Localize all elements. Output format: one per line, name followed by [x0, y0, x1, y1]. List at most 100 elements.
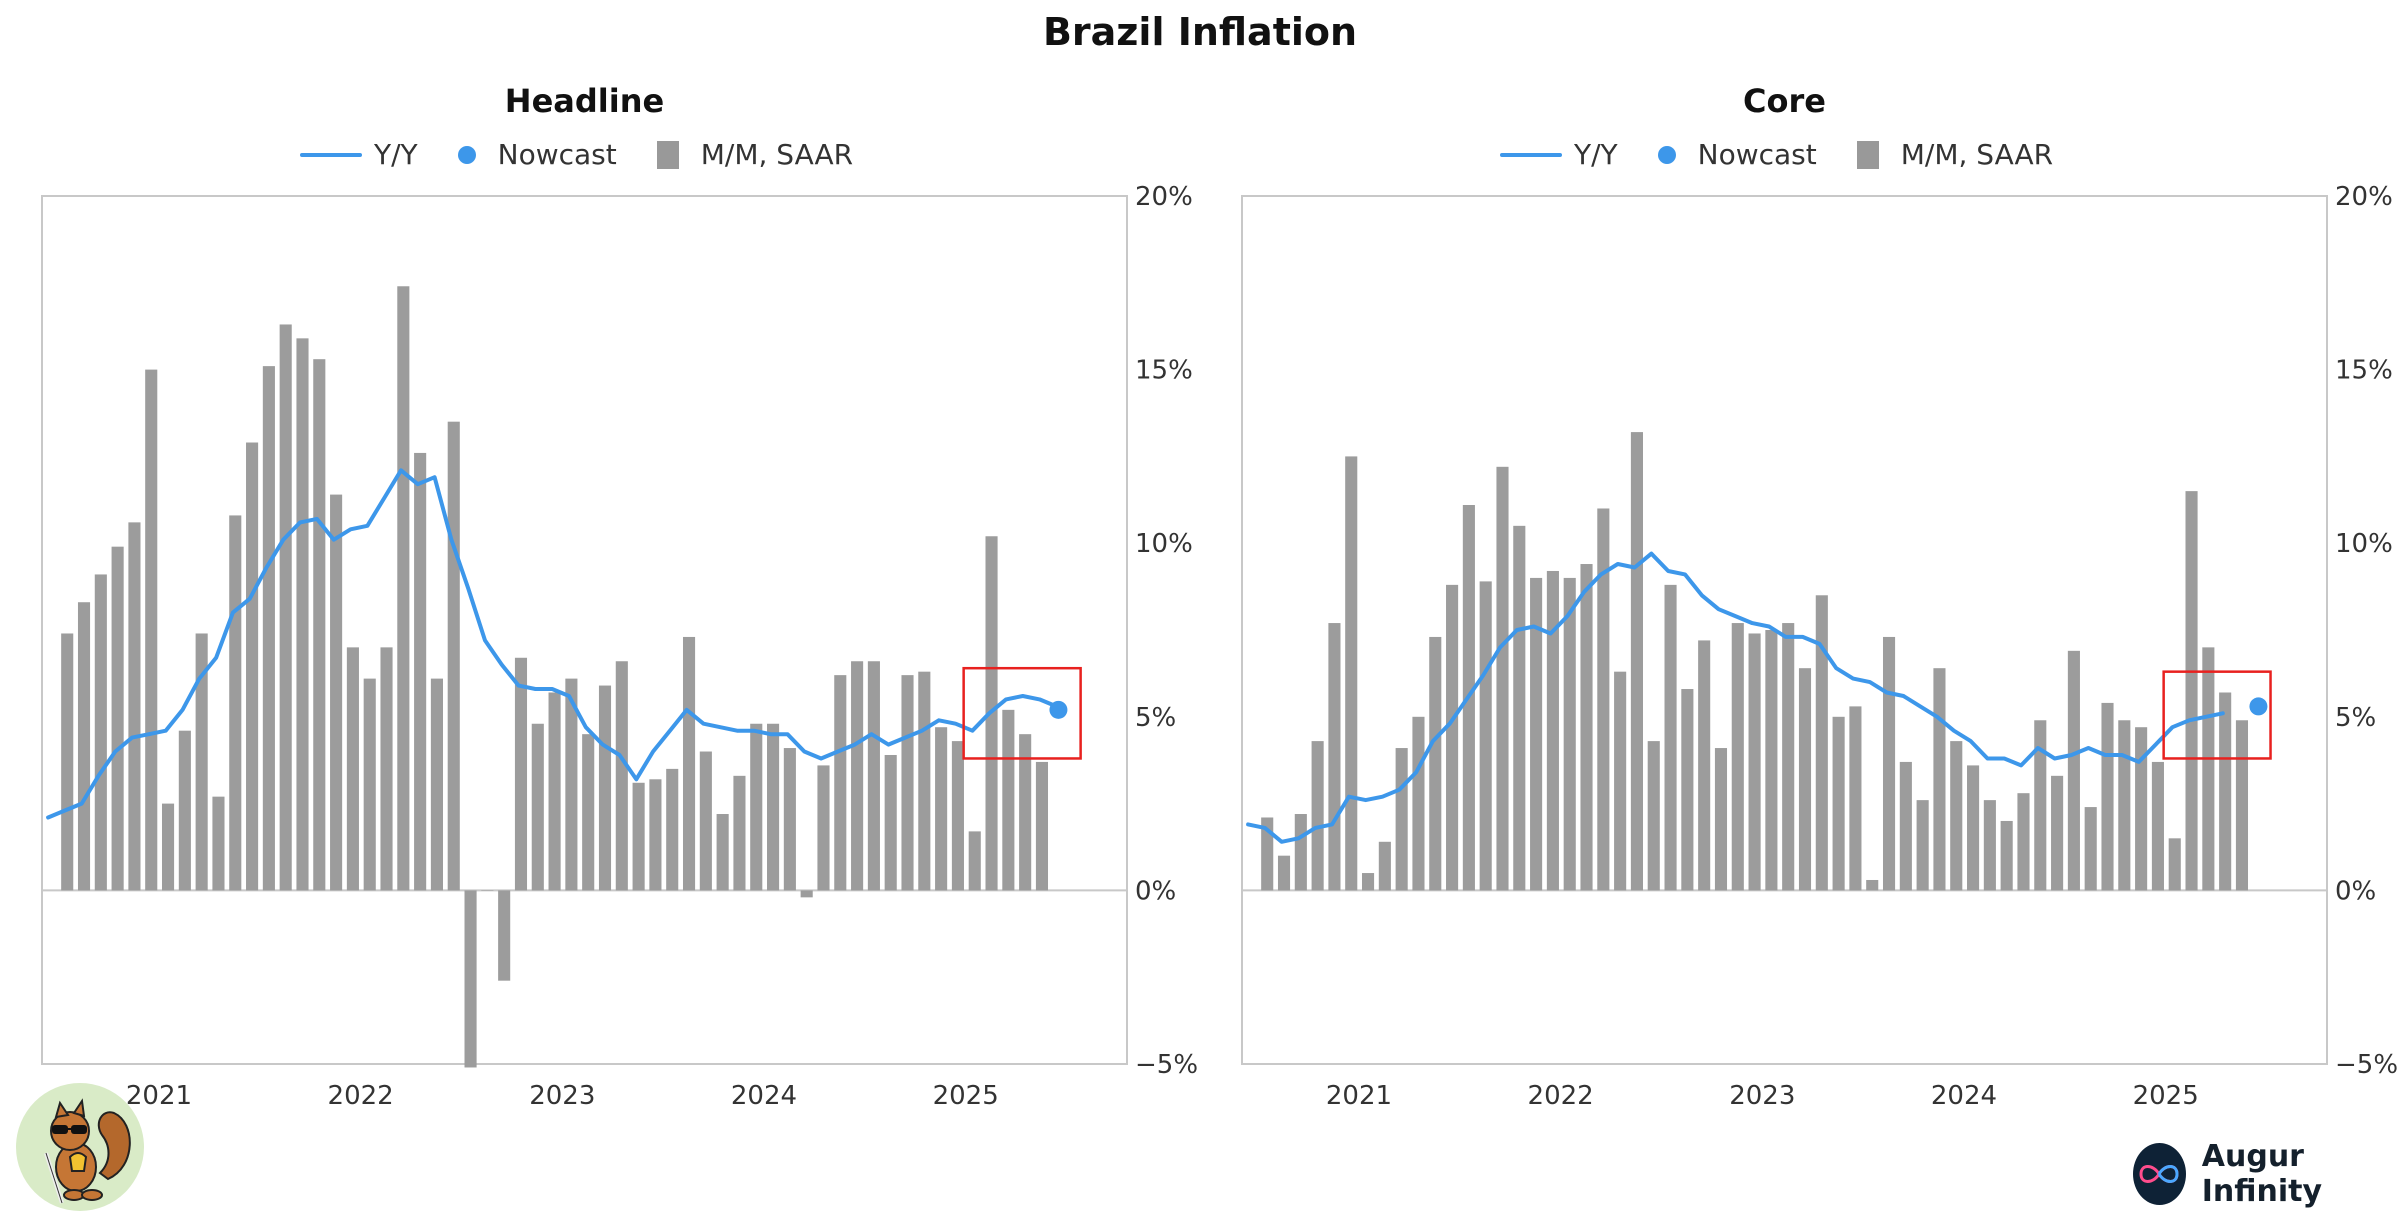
- bar-mm-saar: [1328, 623, 1341, 891]
- bar-mm-saar: [2000, 820, 2013, 891]
- bar-mm-saar: [1899, 761, 1912, 891]
- x-tick-label: 2023: [1729, 1081, 1795, 1111]
- bar-mm-saar: [918, 671, 931, 891]
- x-tick-label: 2023: [529, 1081, 595, 1111]
- bar-mm-saar: [1832, 716, 1845, 891]
- legend-headline: Y/Y Nowcast M/M, SAAR: [300, 138, 893, 171]
- bar-mm-saar: [2235, 720, 2249, 891]
- bar-mm-saar: [1378, 841, 1391, 891]
- y-tick-label: 15%: [1135, 356, 1193, 386]
- chart-headline: −5% 0% 5% 10% 15% 20% 2021 2022 2023 2024 2025: [41, 182, 1198, 1111]
- legend-label-yy: Y/Y: [374, 138, 418, 171]
- bar-mm-saar: [380, 647, 393, 891]
- line-swatch-icon: [300, 152, 362, 157]
- bar-mm-saar: [1563, 577, 1576, 891]
- bar-mm-saar: [1630, 432, 1643, 891]
- bar-mm-saar: [1731, 623, 1744, 891]
- legend-label-nowcast: Nowcast: [1697, 138, 1817, 171]
- squirrel-mascot-logo: [16, 1083, 144, 1211]
- bar-mm-saar: [330, 494, 343, 891]
- bar-mm-saar: [1311, 741, 1324, 891]
- bar-mm-saar: [582, 734, 595, 891]
- bar-mm-saar: [2051, 775, 2064, 891]
- squirrel-icon: [44, 1098, 131, 1204]
- bar-mm-saar: [1983, 800, 1996, 891]
- bar-mm-saar: [2202, 647, 2215, 891]
- x-tick-label: 2022: [328, 1081, 394, 1111]
- bar-mm-saar: [262, 366, 275, 891]
- bar-mm-saar: [884, 754, 897, 891]
- bar-mm-saar: [1748, 633, 1761, 891]
- y-tick-label: 10%: [2335, 529, 2393, 559]
- bar-swatch-icon: [656, 140, 679, 169]
- bar-mm-saar: [1035, 761, 1049, 891]
- bar-mm-saar: [632, 782, 645, 891]
- bar-mm-saar: [1798, 668, 1812, 891]
- y-tick-label: 0%: [2335, 876, 2376, 906]
- bar-mm-saar: [1546, 570, 1559, 891]
- bar-mm-saar: [649, 779, 662, 891]
- bar-mm-saar: [514, 657, 528, 891]
- bar-mm-saar: [2151, 761, 2164, 891]
- y-tick-label: 20%: [1135, 182, 1193, 212]
- legend-item-nowcast: Nowcast: [457, 138, 617, 171]
- brand-name: Augur Infinity: [2201, 1139, 2323, 1209]
- bar-mm-saar: [279, 324, 292, 891]
- bar-mm-saar: [1002, 709, 1015, 891]
- bar-mm-saar: [682, 636, 696, 891]
- legend-core: Y/Y Nowcast M/M, SAAR: [1500, 138, 2093, 171]
- bar-mm-saar: [615, 661, 628, 891]
- bar-mm-saar: [867, 661, 880, 891]
- bar-mm-saar: [800, 890, 813, 898]
- bar-mm-saar: [61, 633, 74, 891]
- nowcast-point: [2249, 697, 2268, 716]
- dot-swatch-icon: [1657, 145, 1676, 164]
- bar-mm-saar: [1933, 668, 1946, 891]
- bar-mm-saar: [1019, 734, 1032, 891]
- x-tick-label: 2021: [126, 1081, 192, 1111]
- highlight-box: [962, 666, 1082, 760]
- bar-mm-saar: [2067, 650, 2080, 891]
- bar-mm-saar: [2135, 727, 2148, 891]
- x-tick-label: 2025: [2133, 1081, 2199, 1111]
- x-tick-label: 2022: [1528, 1081, 1594, 1111]
- y-tick-label: 5%: [1135, 703, 1176, 733]
- bar-mm-saar: [1714, 748, 1728, 891]
- bar-mm-saar: [935, 727, 948, 891]
- bar-mm-saar: [783, 748, 796, 891]
- bar-mm-saar: [1782, 623, 1795, 891]
- bar-mm-saar: [128, 522, 141, 891]
- y-tick-label: −5%: [1135, 1050, 1198, 1080]
- chart-core: −5% 0% 5% 10% 15% 20% 2021 2022 2023 2024 2025: [1241, 182, 2398, 1111]
- bar-mm-saar: [1294, 814, 1307, 891]
- y-tick-label: 15%: [2335, 356, 2393, 386]
- bar-mm-saar: [2101, 702, 2114, 891]
- bar-mm-saar: [666, 768, 679, 891]
- chart-main-title: Brazil Inflation: [1042, 10, 1358, 54]
- bar-mm-saar: [1815, 595, 1828, 891]
- line-yy: [1246, 551, 2225, 844]
- bar-mm-saar: [2034, 720, 2047, 891]
- bar-mm-saar: [1882, 636, 1896, 891]
- bar-mm-saar: [447, 421, 460, 891]
- bar-mm-saar: [1496, 466, 1509, 891]
- bar-mm-saar: [565, 678, 578, 891]
- legend-label-yy: Y/Y: [1574, 138, 1618, 171]
- bar-mm-saar: [246, 442, 259, 891]
- bar-mm-saar: [1664, 584, 1677, 891]
- bar-mm-saar: [1647, 741, 1660, 891]
- y-tick-label: −5%: [2335, 1050, 2398, 1080]
- bar-mm-saar: [548, 692, 561, 891]
- bar-mm-saar: [481, 890, 494, 891]
- bar-mm-saar: [1345, 456, 1358, 891]
- brand: Augur Infinity: [2133, 1139, 2400, 1209]
- bar-mm-saar: [1361, 873, 1375, 891]
- bar-mm-saar: [1597, 508, 1610, 891]
- bar-mm-saar: [178, 730, 191, 891]
- bar-swatch-icon: [1856, 140, 1879, 169]
- bar-mm-saar: [1698, 640, 1711, 891]
- bar-mm-saar: [229, 515, 242, 891]
- legend-item-mm: M/M, SAAR: [1856, 138, 2053, 171]
- y-tick-label: 20%: [2335, 182, 2393, 212]
